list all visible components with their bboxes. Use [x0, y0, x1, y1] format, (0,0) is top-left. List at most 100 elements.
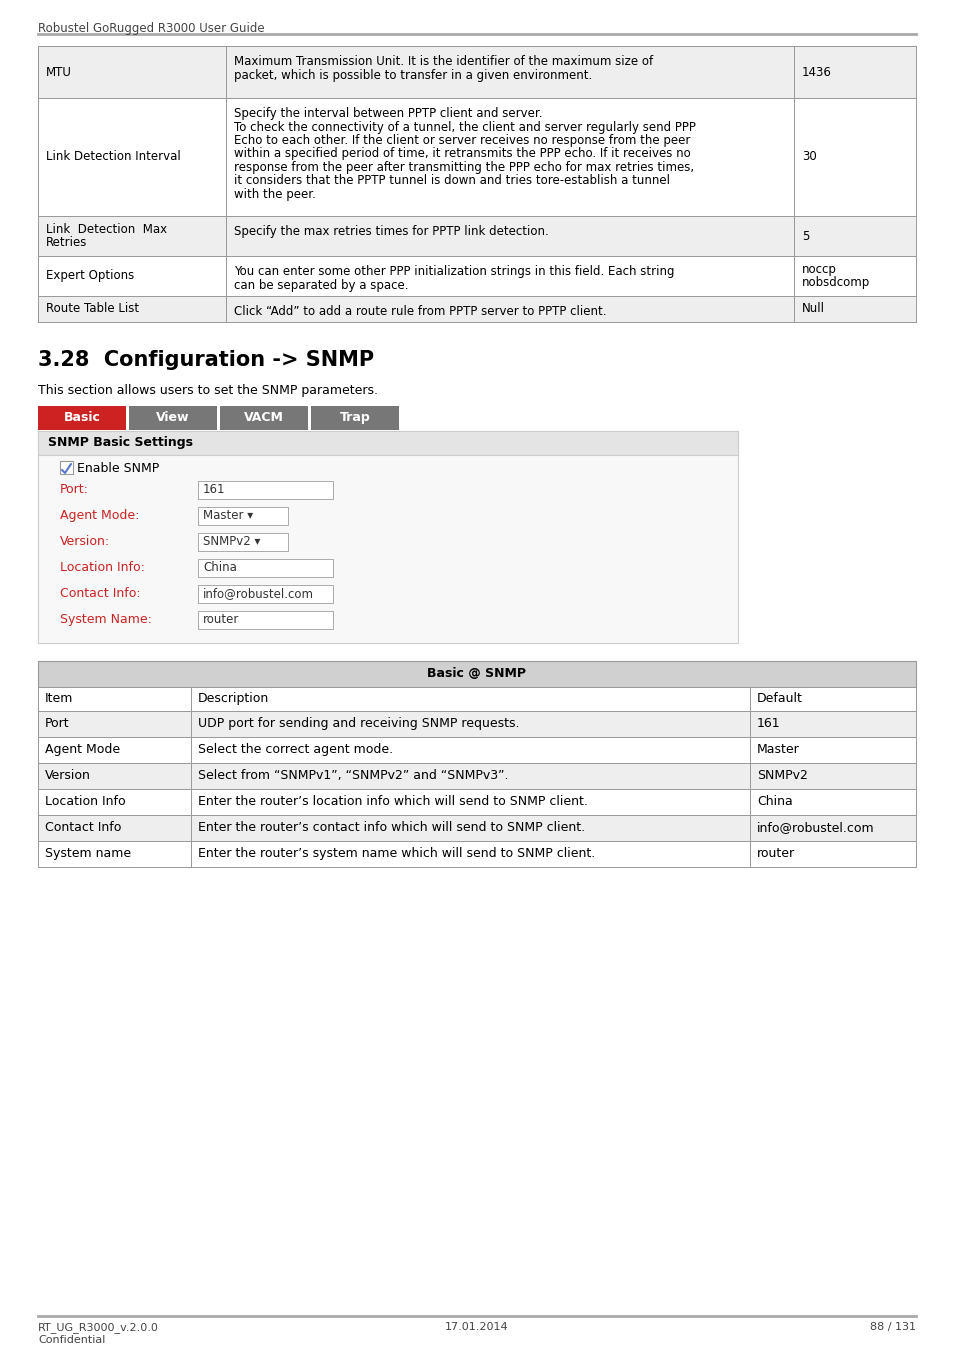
- Text: VACM: VACM: [244, 410, 284, 424]
- Bar: [191, 737, 749, 763]
- Text: Link  Detection  Max: Link Detection Max: [46, 223, 167, 236]
- Text: 17.01.2014: 17.01.2014: [445, 1322, 508, 1332]
- Text: Enable SNMP: Enable SNMP: [77, 462, 159, 475]
- Text: View: View: [156, 410, 190, 424]
- Bar: [793, 256, 915, 296]
- Bar: [38, 406, 126, 431]
- Bar: [38, 216, 915, 256]
- Text: Basic: Basic: [64, 410, 100, 424]
- Text: nobsdcomp: nobsdcomp: [801, 275, 869, 289]
- Text: You can enter some other PPP initialization strings in this field. Each string: You can enter some other PPP initializat…: [233, 265, 674, 278]
- Text: 3.28  Configuration -> SNMP: 3.28 Configuration -> SNMP: [38, 350, 374, 370]
- Bar: [191, 687, 749, 711]
- Bar: [226, 296, 793, 323]
- Text: packet, which is possible to transfer in a given environment.: packet, which is possible to transfer in…: [233, 69, 592, 81]
- Bar: [226, 46, 793, 99]
- Bar: [38, 296, 915, 323]
- Text: Select from “SNMPv1”, “SNMPv2” and “SNMPv3”.: Select from “SNMPv1”, “SNMPv2” and “SNMP…: [198, 769, 508, 782]
- Text: Route Table List: Route Table List: [46, 302, 139, 316]
- Text: To check the connectivity of a tunnel, the client and server regularly send PPP: To check the connectivity of a tunnel, t…: [233, 120, 695, 134]
- Bar: [793, 99, 915, 216]
- Bar: [38, 431, 738, 455]
- Text: 1436: 1436: [801, 66, 831, 78]
- Bar: [198, 481, 333, 500]
- Text: router: router: [203, 613, 239, 626]
- Text: Location Info:: Location Info:: [60, 562, 145, 574]
- Bar: [220, 406, 308, 431]
- Bar: [38, 687, 191, 711]
- Text: Link Detection Interval: Link Detection Interval: [46, 150, 180, 163]
- Bar: [191, 788, 749, 815]
- Text: System name: System name: [45, 846, 131, 860]
- Text: SNMPv2: SNMPv2: [757, 769, 807, 782]
- Text: with the peer.: with the peer.: [233, 188, 315, 201]
- Bar: [793, 46, 915, 99]
- Bar: [198, 585, 333, 603]
- Text: Version:: Version:: [60, 535, 110, 548]
- Text: Port:: Port:: [60, 483, 89, 495]
- Text: Echo to each other. If the client or server receives no response from the peer: Echo to each other. If the client or ser…: [233, 134, 690, 147]
- Text: Click “Add” to add a route rule from PPTP server to PPTP client.: Click “Add” to add a route rule from PPT…: [233, 305, 606, 319]
- Bar: [198, 559, 333, 576]
- Text: System Name:: System Name:: [60, 613, 152, 626]
- Bar: [749, 815, 915, 841]
- Text: RT_UG_R3000_v.2.0.0
Confidential: RT_UG_R3000_v.2.0.0 Confidential: [38, 1322, 159, 1345]
- Bar: [191, 711, 749, 737]
- Text: within a specified period of time, it retransmits the PPP echo. If it receives n: within a specified period of time, it re…: [233, 147, 690, 161]
- Text: Default: Default: [757, 693, 802, 705]
- Text: 161: 161: [203, 483, 225, 495]
- Text: Maximum Transmission Unit. It is the identifier of the maximum size of: Maximum Transmission Unit. It is the ide…: [233, 55, 653, 68]
- Text: Port: Port: [45, 717, 70, 730]
- Bar: [38, 99, 226, 216]
- Bar: [749, 687, 915, 711]
- Bar: [311, 406, 398, 431]
- Text: 5: 5: [801, 230, 808, 243]
- Text: Master: Master: [757, 743, 799, 756]
- Bar: [793, 296, 915, 323]
- Bar: [198, 612, 333, 629]
- Bar: [38, 763, 191, 788]
- Text: Version: Version: [45, 769, 91, 782]
- Text: response from the peer after transmitting the PPP echo for max retries times,: response from the peer after transmittin…: [233, 161, 694, 174]
- Bar: [38, 256, 915, 296]
- Bar: [38, 46, 915, 99]
- Bar: [38, 256, 226, 296]
- Text: Select the correct agent mode.: Select the correct agent mode.: [198, 743, 393, 756]
- Bar: [38, 296, 226, 323]
- Bar: [191, 815, 749, 841]
- Bar: [198, 508, 288, 525]
- Text: can be separated by a space.: can be separated by a space.: [233, 278, 408, 292]
- Bar: [38, 711, 191, 737]
- Text: 88 / 131: 88 / 131: [869, 1322, 915, 1332]
- Text: China: China: [757, 795, 792, 809]
- Text: Enter the router’s contact info which will send to SNMP client.: Enter the router’s contact info which wi…: [198, 821, 584, 834]
- Text: Expert Options: Expert Options: [46, 270, 134, 282]
- Bar: [38, 841, 191, 867]
- Bar: [226, 256, 793, 296]
- Text: router: router: [757, 846, 794, 860]
- Bar: [226, 216, 793, 256]
- Bar: [191, 841, 749, 867]
- Bar: [38, 788, 191, 815]
- Bar: [38, 431, 738, 643]
- Bar: [60, 460, 73, 474]
- Bar: [749, 763, 915, 788]
- Bar: [198, 533, 288, 551]
- Bar: [749, 788, 915, 815]
- Text: Description: Description: [198, 693, 269, 705]
- Bar: [38, 815, 191, 841]
- Text: SNMPv2 ▾: SNMPv2 ▾: [203, 535, 260, 548]
- Text: Enter the router’s location info which will send to SNMP client.: Enter the router’s location info which w…: [198, 795, 587, 809]
- Text: Location Info: Location Info: [45, 795, 126, 809]
- Text: Contact Info: Contact Info: [45, 821, 121, 834]
- Text: Robustel GoRugged R3000 User Guide: Robustel GoRugged R3000 User Guide: [38, 22, 264, 35]
- Text: Specify the interval between PPTP client and server.: Specify the interval between PPTP client…: [233, 107, 542, 120]
- Text: it considers that the PPTP tunnel is down and tries tore-establish a tunnel: it considers that the PPTP tunnel is dow…: [233, 174, 669, 188]
- Bar: [38, 216, 226, 256]
- Bar: [38, 46, 226, 99]
- Bar: [191, 763, 749, 788]
- Text: 30: 30: [801, 150, 816, 163]
- Text: Retries: Retries: [46, 236, 88, 248]
- Text: info@robustel.com: info@robustel.com: [757, 821, 874, 834]
- Bar: [226, 99, 793, 216]
